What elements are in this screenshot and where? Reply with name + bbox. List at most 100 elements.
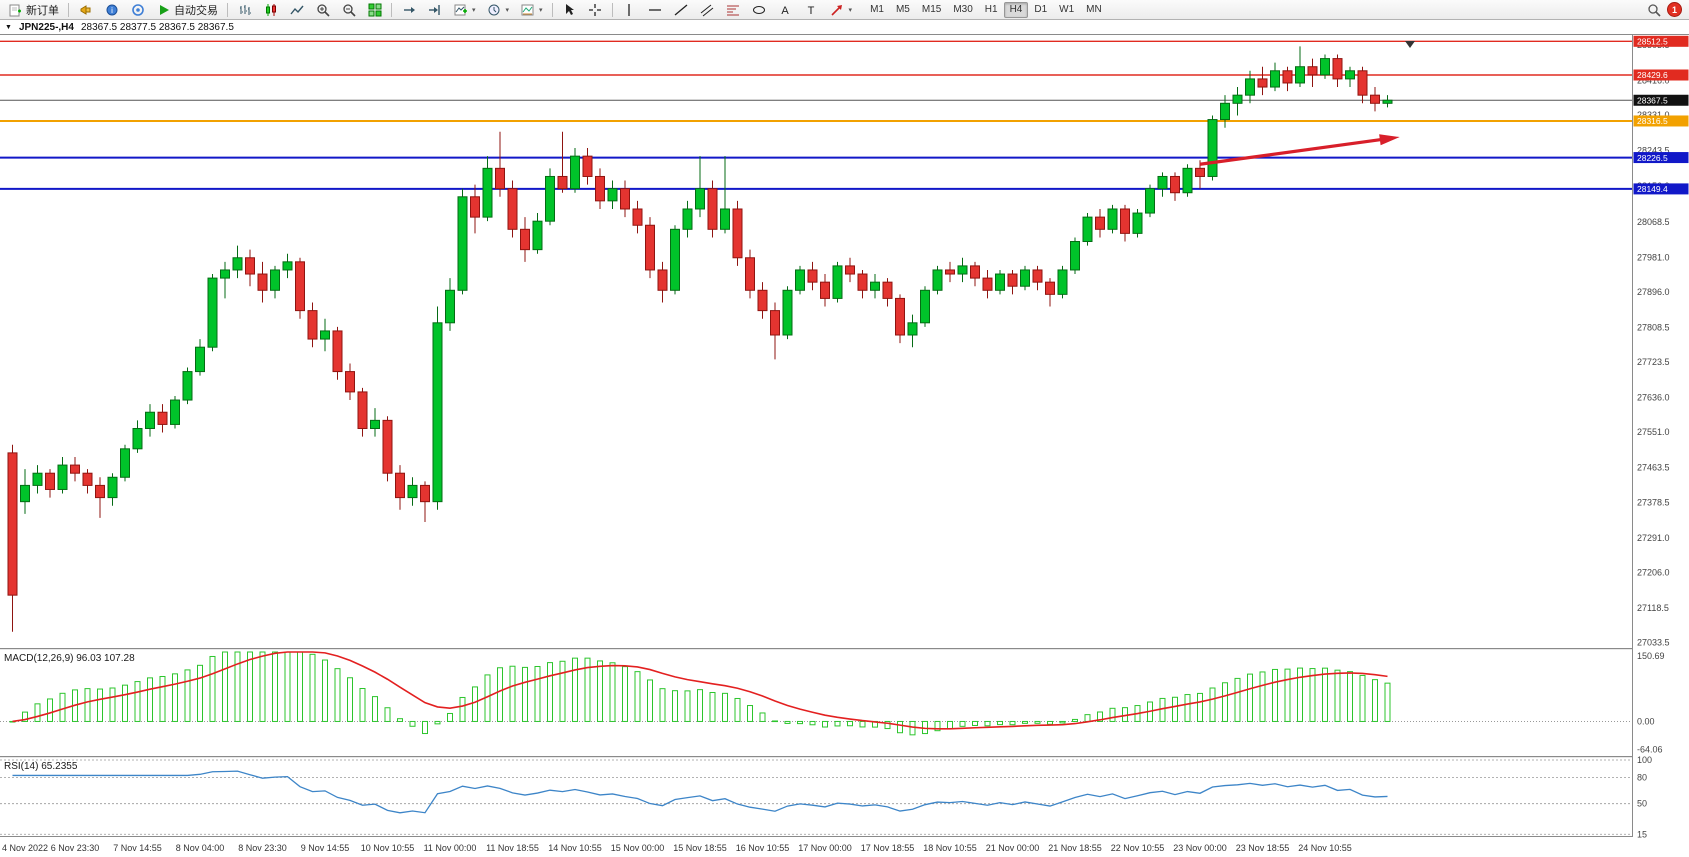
toolbar-separator — [551, 2, 553, 17]
price-badge: 28149.4 — [1633, 183, 1689, 195]
vertical-line-tool-button[interactable] — [617, 0, 642, 19]
time-axis[interactable]: 4 Nov 2022 6 Nov 23:30 7 Nov 14:55 8 Nov 04… — [2, 843, 1352, 853]
zoom-in-button[interactable] — [310, 0, 335, 19]
symbol-dropdown-icon[interactable]: ▼ — [5, 23, 12, 31]
svg-text:A: A — [781, 5, 789, 17]
symbol-timeframe-label: JPN225-,H4 — [18, 21, 74, 33]
zoom-out-button[interactable] — [336, 0, 361, 19]
indicators-icon — [453, 2, 468, 17]
text-tool-button[interactable]: A — [773, 0, 798, 19]
indicator-layer — [0, 651, 1633, 835]
auto-scroll-button[interactable] — [396, 0, 421, 19]
fibonacci-tool-button[interactable] — [721, 0, 746, 19]
chart-shift-marker — [1405, 41, 1415, 48]
macd-indicator-label: MACD(12,26,9) 96.03 107.28 — [4, 653, 135, 664]
rsi-line — [12, 770, 1388, 814]
svg-text:27206.0: 27206.0 — [1637, 567, 1670, 577]
horizontal-line-tool-button[interactable] — [643, 0, 668, 19]
autotrading-button[interactable]: 自动交易 — [151, 0, 223, 19]
trendline-icon — [674, 2, 689, 17]
time-axis-label: 8 Nov 04:00 — [176, 843, 225, 853]
notification-badge[interactable]: 1 — [1667, 2, 1682, 17]
svg-text:28243.5: 28243.5 — [1637, 146, 1670, 156]
community-button[interactable]: i — [99, 0, 124, 19]
bar-chart-button[interactable] — [232, 0, 257, 19]
timeframe-button-M30[interactable]: M30 — [953, 3, 973, 15]
fibonacci-icon — [726, 2, 741, 17]
search-icon[interactable] — [1646, 2, 1661, 17]
autotrading-label: 自动交易 — [174, 4, 218, 17]
price-badge: 28226.5 — [1633, 152, 1689, 164]
rsi-indicator-label: RSI(14) 65.2355 — [4, 761, 78, 772]
timeframe-button-H4[interactable]: H4 — [1003, 1, 1029, 18]
svg-text:27378.5: 27378.5 — [1637, 497, 1670, 507]
label-tool-button[interactable]: T — [799, 0, 824, 19]
shapes-tool-button[interactable] — [747, 0, 772, 19]
timeframe-button-M5[interactable]: M5 — [895, 3, 910, 15]
toolbar-right: 1 — [1646, 2, 1686, 17]
indicators-button[interactable]: ▾ — [448, 0, 481, 19]
shapes-icon — [752, 2, 767, 17]
candles-layer — [7, 46, 1393, 632]
chevron-down-icon: ▾ — [505, 6, 510, 14]
time-axis-label: 23 Nov 18:55 — [1236, 843, 1290, 853]
zoom-out-icon — [341, 2, 356, 17]
chart-shift-button[interactable] — [422, 0, 447, 19]
crosshair-tool-button[interactable] — [583, 0, 608, 19]
svg-text:27118.5: 27118.5 — [1637, 603, 1669, 613]
timeframe-button-MN[interactable]: MN — [1086, 3, 1102, 15]
chevron-down-icon: ▾ — [472, 6, 476, 14]
cursor-tool-button[interactable] — [557, 0, 582, 19]
svg-text:28429.6: 28429.6 — [1637, 70, 1668, 80]
arrow-tool-icon — [830, 2, 845, 17]
new-order-button[interactable]: 新订单 — [3, 0, 64, 19]
chart-canvas[interactable]: 28503.528416.028331.028243.528156.028068… — [0, 20, 1689, 857]
megaphone-button[interactable] — [73, 0, 98, 19]
svg-text:-64.06: -64.06 — [1637, 744, 1663, 754]
time-axis-label: 6 Nov 23:30 — [51, 843, 100, 853]
svg-text:i: i — [111, 6, 113, 15]
svg-text:27033.5: 27033.5 — [1637, 638, 1670, 648]
timeframe-button-D1[interactable]: D1 — [1034, 3, 1048, 15]
channel-icon — [700, 2, 715, 17]
time-axis-label: 21 Nov 18:55 — [1048, 843, 1102, 853]
line-chart-button[interactable] — [284, 0, 309, 19]
new-order-icon — [8, 2, 23, 17]
timeframe-button-M15[interactable]: M15 — [921, 3, 942, 15]
auto-scroll-icon — [401, 2, 416, 17]
clock-icon — [487, 2, 502, 17]
toolbar-separator — [611, 2, 613, 17]
svg-text:28149.4: 28149.4 — [1637, 184, 1668, 194]
chart-title-strip: ▼ JPN225-,H4 28367.5 28377.5 28367.5 283… — [0, 20, 1689, 35]
svg-text:28316.5: 28316.5 — [1637, 116, 1668, 126]
time-axis-label: 17 Nov 00:00 — [798, 843, 852, 853]
svg-text:T: T — [808, 5, 815, 17]
tile-windows-button[interactable] — [362, 0, 387, 19]
timeframe-button-H1[interactable]: H1 — [984, 3, 998, 15]
toolbar-separator — [68, 2, 69, 17]
svg-text:100: 100 — [1637, 755, 1652, 765]
candlestick-chart-button[interactable] — [258, 0, 283, 19]
level-lines-layer[interactable] — [0, 40, 1633, 190]
timeframe-button-W1[interactable]: W1 — [1059, 3, 1075, 15]
templates-button[interactable]: ▾ — [515, 0, 548, 19]
arrows-tool-button[interactable]: ▾ — [825, 0, 858, 19]
time-axis-label: 10 Nov 10:55 — [361, 843, 415, 853]
zoom-in-icon — [315, 2, 330, 17]
price-badge: 28429.6 — [1633, 69, 1689, 81]
svg-text:28512.5: 28512.5 — [1637, 37, 1668, 47]
trendline-tool-button[interactable] — [669, 0, 694, 19]
svg-text:27291.0: 27291.0 — [1637, 533, 1670, 543]
trend-arrow — [1199, 137, 1385, 166]
svg-text:27723.5: 27723.5 — [1637, 357, 1670, 367]
price-axis: 28503.528416.028331.028243.528156.028068… — [1632, 35, 1689, 857]
support-button[interactable] — [125, 0, 150, 19]
periods-button[interactable]: ▾ — [482, 0, 515, 19]
time-axis-label: 11 Nov 00:00 — [424, 843, 477, 853]
svg-text:0.00: 0.00 — [1637, 716, 1655, 726]
annotation-layer[interactable] — [1199, 41, 1415, 166]
timeframe-button-M1[interactable]: M1 — [870, 3, 884, 15]
svg-text:150.69: 150.69 — [1637, 651, 1665, 661]
candlestick-chart-icon — [263, 2, 278, 17]
channel-tool-button[interactable] — [695, 0, 720, 19]
